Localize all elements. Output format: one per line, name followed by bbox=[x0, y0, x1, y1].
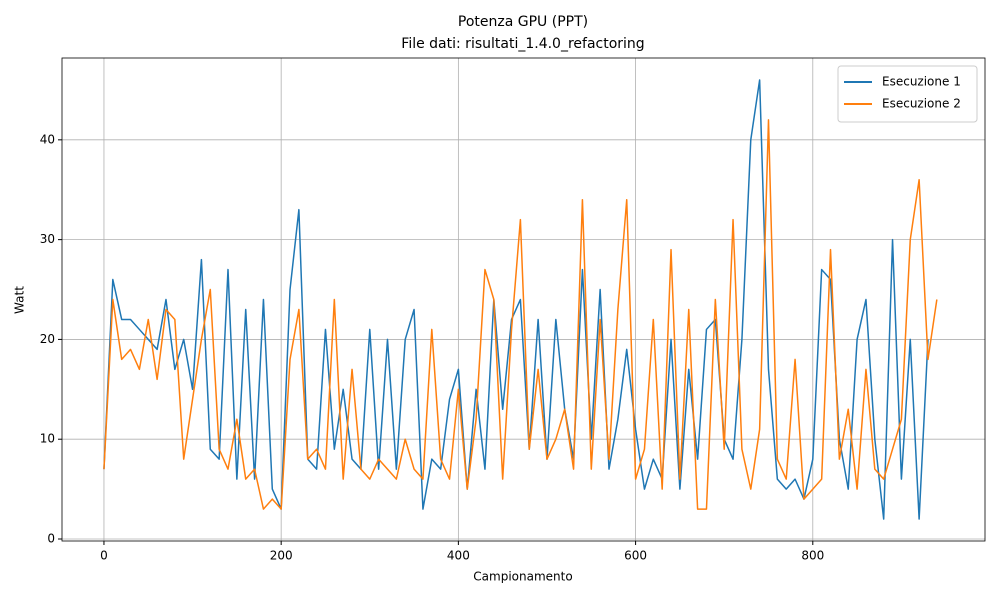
x-axis-label: Campionamento bbox=[473, 570, 572, 584]
y-tick-label: 10 bbox=[40, 432, 55, 446]
plot-frame bbox=[61, 57, 986, 542]
y-axis-label: Watt bbox=[13, 286, 27, 314]
legend: Esecuzione 1 Esecuzione 2 bbox=[837, 65, 978, 123]
x-tick-label: 400 bbox=[447, 549, 470, 563]
legend-box bbox=[837, 65, 978, 123]
x-tick-label: 800 bbox=[801, 549, 824, 563]
y-tick-label: 0 bbox=[47, 532, 55, 546]
x-tick-label: 0 bbox=[100, 549, 108, 563]
chart-subtitle: File dati: risultati_1.4.0_refactoring bbox=[401, 36, 644, 52]
data-line bbox=[103, 119, 938, 510]
x-tick-label: 200 bbox=[270, 549, 293, 563]
chart-title: Potenza GPU (PPT) bbox=[458, 14, 588, 30]
legend-label: Esecuzione 1 bbox=[882, 75, 961, 89]
y-tick-label: 40 bbox=[40, 132, 55, 146]
data-line bbox=[103, 79, 929, 520]
y-tick-label: 30 bbox=[40, 232, 55, 246]
x-tick-label: 600 bbox=[624, 549, 647, 563]
legend-label: Esecuzione 2 bbox=[882, 97, 961, 111]
y-tick-label: 20 bbox=[40, 332, 55, 346]
